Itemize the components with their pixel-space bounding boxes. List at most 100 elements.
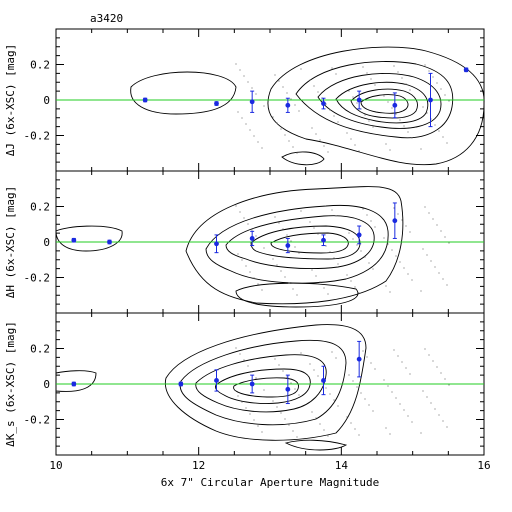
background-dot <box>311 411 313 413</box>
background-dot <box>407 273 409 275</box>
background-dot <box>401 361 403 363</box>
background-dot <box>272 400 274 402</box>
data-point <box>107 239 112 245</box>
background-dot <box>282 86 284 88</box>
background-dot <box>372 268 374 270</box>
contour-line <box>55 370 97 392</box>
background-dot <box>438 414 440 416</box>
background-dot <box>420 290 422 292</box>
background-dot <box>430 260 432 262</box>
background-dot <box>251 87 253 89</box>
background-dot <box>424 348 426 350</box>
background-dot <box>257 283 259 285</box>
background-dot <box>319 281 321 283</box>
contour-line <box>164 324 367 441</box>
y-axis-label: ΔK_s (6x-XSC) [mag] <box>4 321 17 447</box>
background-dot <box>290 240 292 242</box>
background-dot <box>292 430 294 432</box>
background-dot <box>395 113 397 115</box>
background-dot <box>434 266 436 268</box>
background-dot <box>329 251 331 253</box>
background-dot <box>311 269 313 271</box>
background-dot <box>325 245 327 247</box>
background-dot <box>235 205 237 207</box>
background-dot <box>399 261 401 263</box>
panel-2: 0.2 0 -0.2 ΔH (6x-XSC) [mag] <box>4 170 485 314</box>
background-dot <box>430 402 432 404</box>
background-dot <box>333 257 335 259</box>
data-point <box>214 378 219 383</box>
data-point <box>321 378 326 383</box>
background-dot <box>448 384 450 386</box>
background-dot <box>370 362 372 364</box>
background-dot <box>399 119 401 121</box>
background-dot <box>337 121 339 123</box>
contour-line <box>335 81 429 124</box>
background-dot <box>420 432 422 434</box>
background-dot <box>403 125 405 127</box>
background-dot <box>370 220 372 222</box>
background-dot <box>434 408 436 410</box>
background-dot <box>309 221 311 223</box>
background-dot <box>241 401 243 403</box>
background-dot <box>298 252 300 254</box>
contour-line <box>185 186 404 305</box>
background-dot <box>315 417 317 419</box>
background-dot <box>358 434 360 436</box>
background-dot <box>337 263 339 265</box>
background-dot <box>385 285 387 287</box>
background-dot <box>276 406 278 408</box>
background-dot <box>444 378 446 380</box>
background-dot <box>298 110 300 112</box>
background-dot <box>405 83 407 85</box>
background-dot <box>442 136 444 138</box>
background-dot <box>383 95 385 97</box>
x-tick-label: 12 <box>192 459 205 472</box>
data-point <box>285 102 291 108</box>
background-dot <box>247 365 249 367</box>
x-tick-label: 10 <box>49 459 62 472</box>
background-dot <box>272 258 274 260</box>
background-dot <box>311 127 313 129</box>
background-dot <box>323 145 325 147</box>
data-point <box>392 102 398 108</box>
data-point <box>428 97 433 103</box>
background-dot <box>237 395 239 397</box>
background-dot <box>426 112 428 114</box>
data-point <box>285 243 291 248</box>
background-dot <box>432 76 434 78</box>
background-dot <box>323 287 325 289</box>
background-dot <box>294 104 296 106</box>
background-dot <box>335 357 337 359</box>
x-axis-label: 6x 7" Circular Aperture Magnitude <box>161 476 380 489</box>
data-point <box>356 97 362 103</box>
x-tick-label: 14 <box>335 459 349 472</box>
background-dot <box>335 215 337 217</box>
background-dot <box>251 229 253 231</box>
background-dot <box>399 403 401 405</box>
background-dot <box>235 63 237 65</box>
background-dot <box>428 354 430 356</box>
background-dot <box>393 207 395 209</box>
background-dot <box>255 93 257 95</box>
data-point <box>285 386 291 392</box>
background-dot <box>387 101 389 103</box>
background-dot <box>286 92 288 94</box>
background-dot <box>335 73 337 75</box>
background-dot <box>348 232 350 234</box>
background-dot <box>296 152 298 154</box>
background-dot <box>348 90 350 92</box>
background-dot <box>255 377 257 379</box>
background-dot <box>385 143 387 145</box>
background-dot <box>395 397 397 399</box>
background-dot <box>280 270 282 272</box>
background-dot <box>284 418 286 420</box>
background-dot <box>395 255 397 257</box>
background-dot <box>309 79 311 81</box>
background-dot <box>391 107 393 109</box>
background-dot <box>364 114 366 116</box>
background-dot <box>360 392 362 394</box>
background-dot <box>261 147 263 149</box>
background-dot <box>313 369 315 371</box>
